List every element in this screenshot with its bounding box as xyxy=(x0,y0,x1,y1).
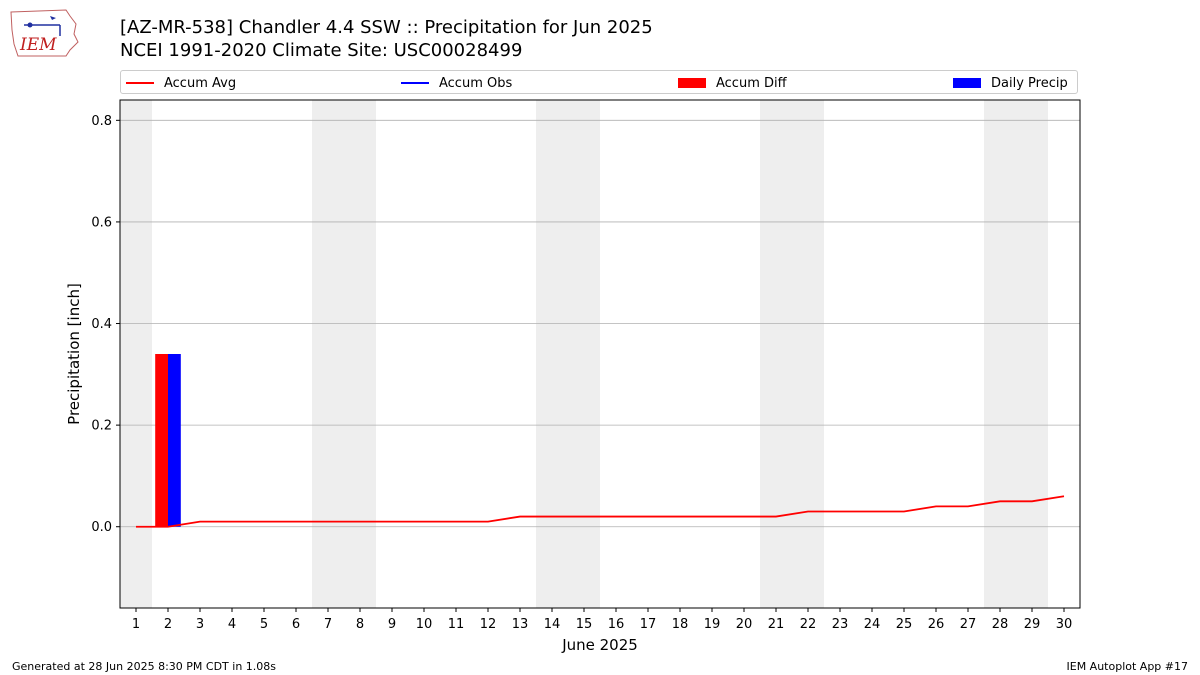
weekend-shade xyxy=(120,100,152,608)
weekend-shade xyxy=(312,100,344,608)
x-tick-label: 19 xyxy=(704,617,721,632)
weekend-shade xyxy=(792,100,824,608)
x-axis-label: June 2025 xyxy=(561,636,638,654)
weekend-shade xyxy=(536,100,568,608)
x-tick-label: 25 xyxy=(896,617,913,632)
x-tick-label: 8 xyxy=(356,617,364,632)
legend-label-accum-obs: Accum Obs xyxy=(439,75,513,91)
legend-item-accum-obs: Accum Obs xyxy=(401,74,512,92)
x-tick-label: 2 xyxy=(164,617,172,632)
x-tick-label: 22 xyxy=(800,617,817,632)
x-tick-label: 14 xyxy=(544,617,561,632)
x-tick-label: 21 xyxy=(768,617,785,632)
y-axis-label: Precipitation [inch] xyxy=(65,283,83,425)
weekend-shade xyxy=(344,100,376,608)
legend-label-accum-avg: Accum Avg xyxy=(164,75,237,91)
y-tick-label: 0.8 xyxy=(91,114,112,129)
line-accum-avg xyxy=(136,495,1065,528)
footer-generated: Generated at 28 Jun 2025 8:30 PM CDT in … xyxy=(12,660,277,673)
x-tick-label: 18 xyxy=(672,617,689,632)
chart-subtitle: NCEI 1991-2020 Climate Site: USC00028499 xyxy=(120,40,523,61)
x-tick-label: 5 xyxy=(260,617,268,632)
x-tick-label: 27 xyxy=(960,617,977,632)
chart-title: [AZ-MR-538] Chandler 4.4 SSW :: Precipit… xyxy=(120,17,653,38)
legend-swatch-accum-avg xyxy=(126,82,154,84)
legend-item-accum-diff: Accum Diff xyxy=(678,74,787,92)
bar-daily-precip xyxy=(168,354,181,527)
x-tick-label: 29 xyxy=(1024,617,1041,632)
iem-logo-text: IEM xyxy=(19,35,57,55)
legend-swatch-accum-obs xyxy=(401,82,429,84)
y-tick-label: 0.2 xyxy=(91,419,112,434)
plot-frame xyxy=(119,99,1081,609)
x-tick-label: 16 xyxy=(608,617,625,632)
x-tick-label: 15 xyxy=(576,617,593,632)
iem-logo: IEM xyxy=(10,9,79,57)
y-tick-label: 0.0 xyxy=(91,520,112,535)
x-tick-label: 1 xyxy=(132,617,140,632)
x-tick-label: 10 xyxy=(416,617,433,632)
weekend-shade xyxy=(1016,100,1048,608)
legend-label-daily-precip: Daily Precip xyxy=(991,75,1068,91)
x-tick-label: 4 xyxy=(228,617,236,632)
y-tick-label: 0.4 xyxy=(91,317,112,332)
legend: Accum Avg Accum Obs Accum Diff Daily Pre… xyxy=(120,70,1078,94)
legend-label-accum-diff: Accum Diff xyxy=(716,75,787,91)
x-tick-label: 26 xyxy=(928,617,945,632)
x-tick-label: 23 xyxy=(832,617,849,632)
y-tick-label: 0.6 xyxy=(91,215,112,230)
x-tick-label: 24 xyxy=(864,617,881,632)
x-tick-label: 17 xyxy=(640,617,657,632)
x-tick-label: 6 xyxy=(292,617,300,632)
x-tick-label: 13 xyxy=(512,617,529,632)
legend-swatch-daily-precip xyxy=(953,78,981,88)
legend-swatch-accum-diff xyxy=(678,78,706,88)
x-tick-label: 11 xyxy=(448,617,465,632)
legend-item-daily-precip: Daily Precip xyxy=(953,74,1068,92)
weekend-shade xyxy=(760,100,792,608)
footer-app: IEM Autoplot App #17 xyxy=(1066,660,1189,673)
x-tick-label: 3 xyxy=(196,617,204,632)
weekend-shade xyxy=(984,100,1016,608)
x-tick-label: 9 xyxy=(388,617,396,632)
x-tick-label: 28 xyxy=(992,617,1009,632)
x-tick-label: 12 xyxy=(480,617,497,632)
x-tick-label: 7 xyxy=(324,617,332,632)
legend-item-accum-avg: Accum Avg xyxy=(126,74,236,92)
weekend-shade xyxy=(568,100,600,608)
x-tick-label: 30 xyxy=(1056,617,1073,632)
x-tick-label: 20 xyxy=(736,617,753,632)
bar-accum-diff xyxy=(155,354,168,527)
